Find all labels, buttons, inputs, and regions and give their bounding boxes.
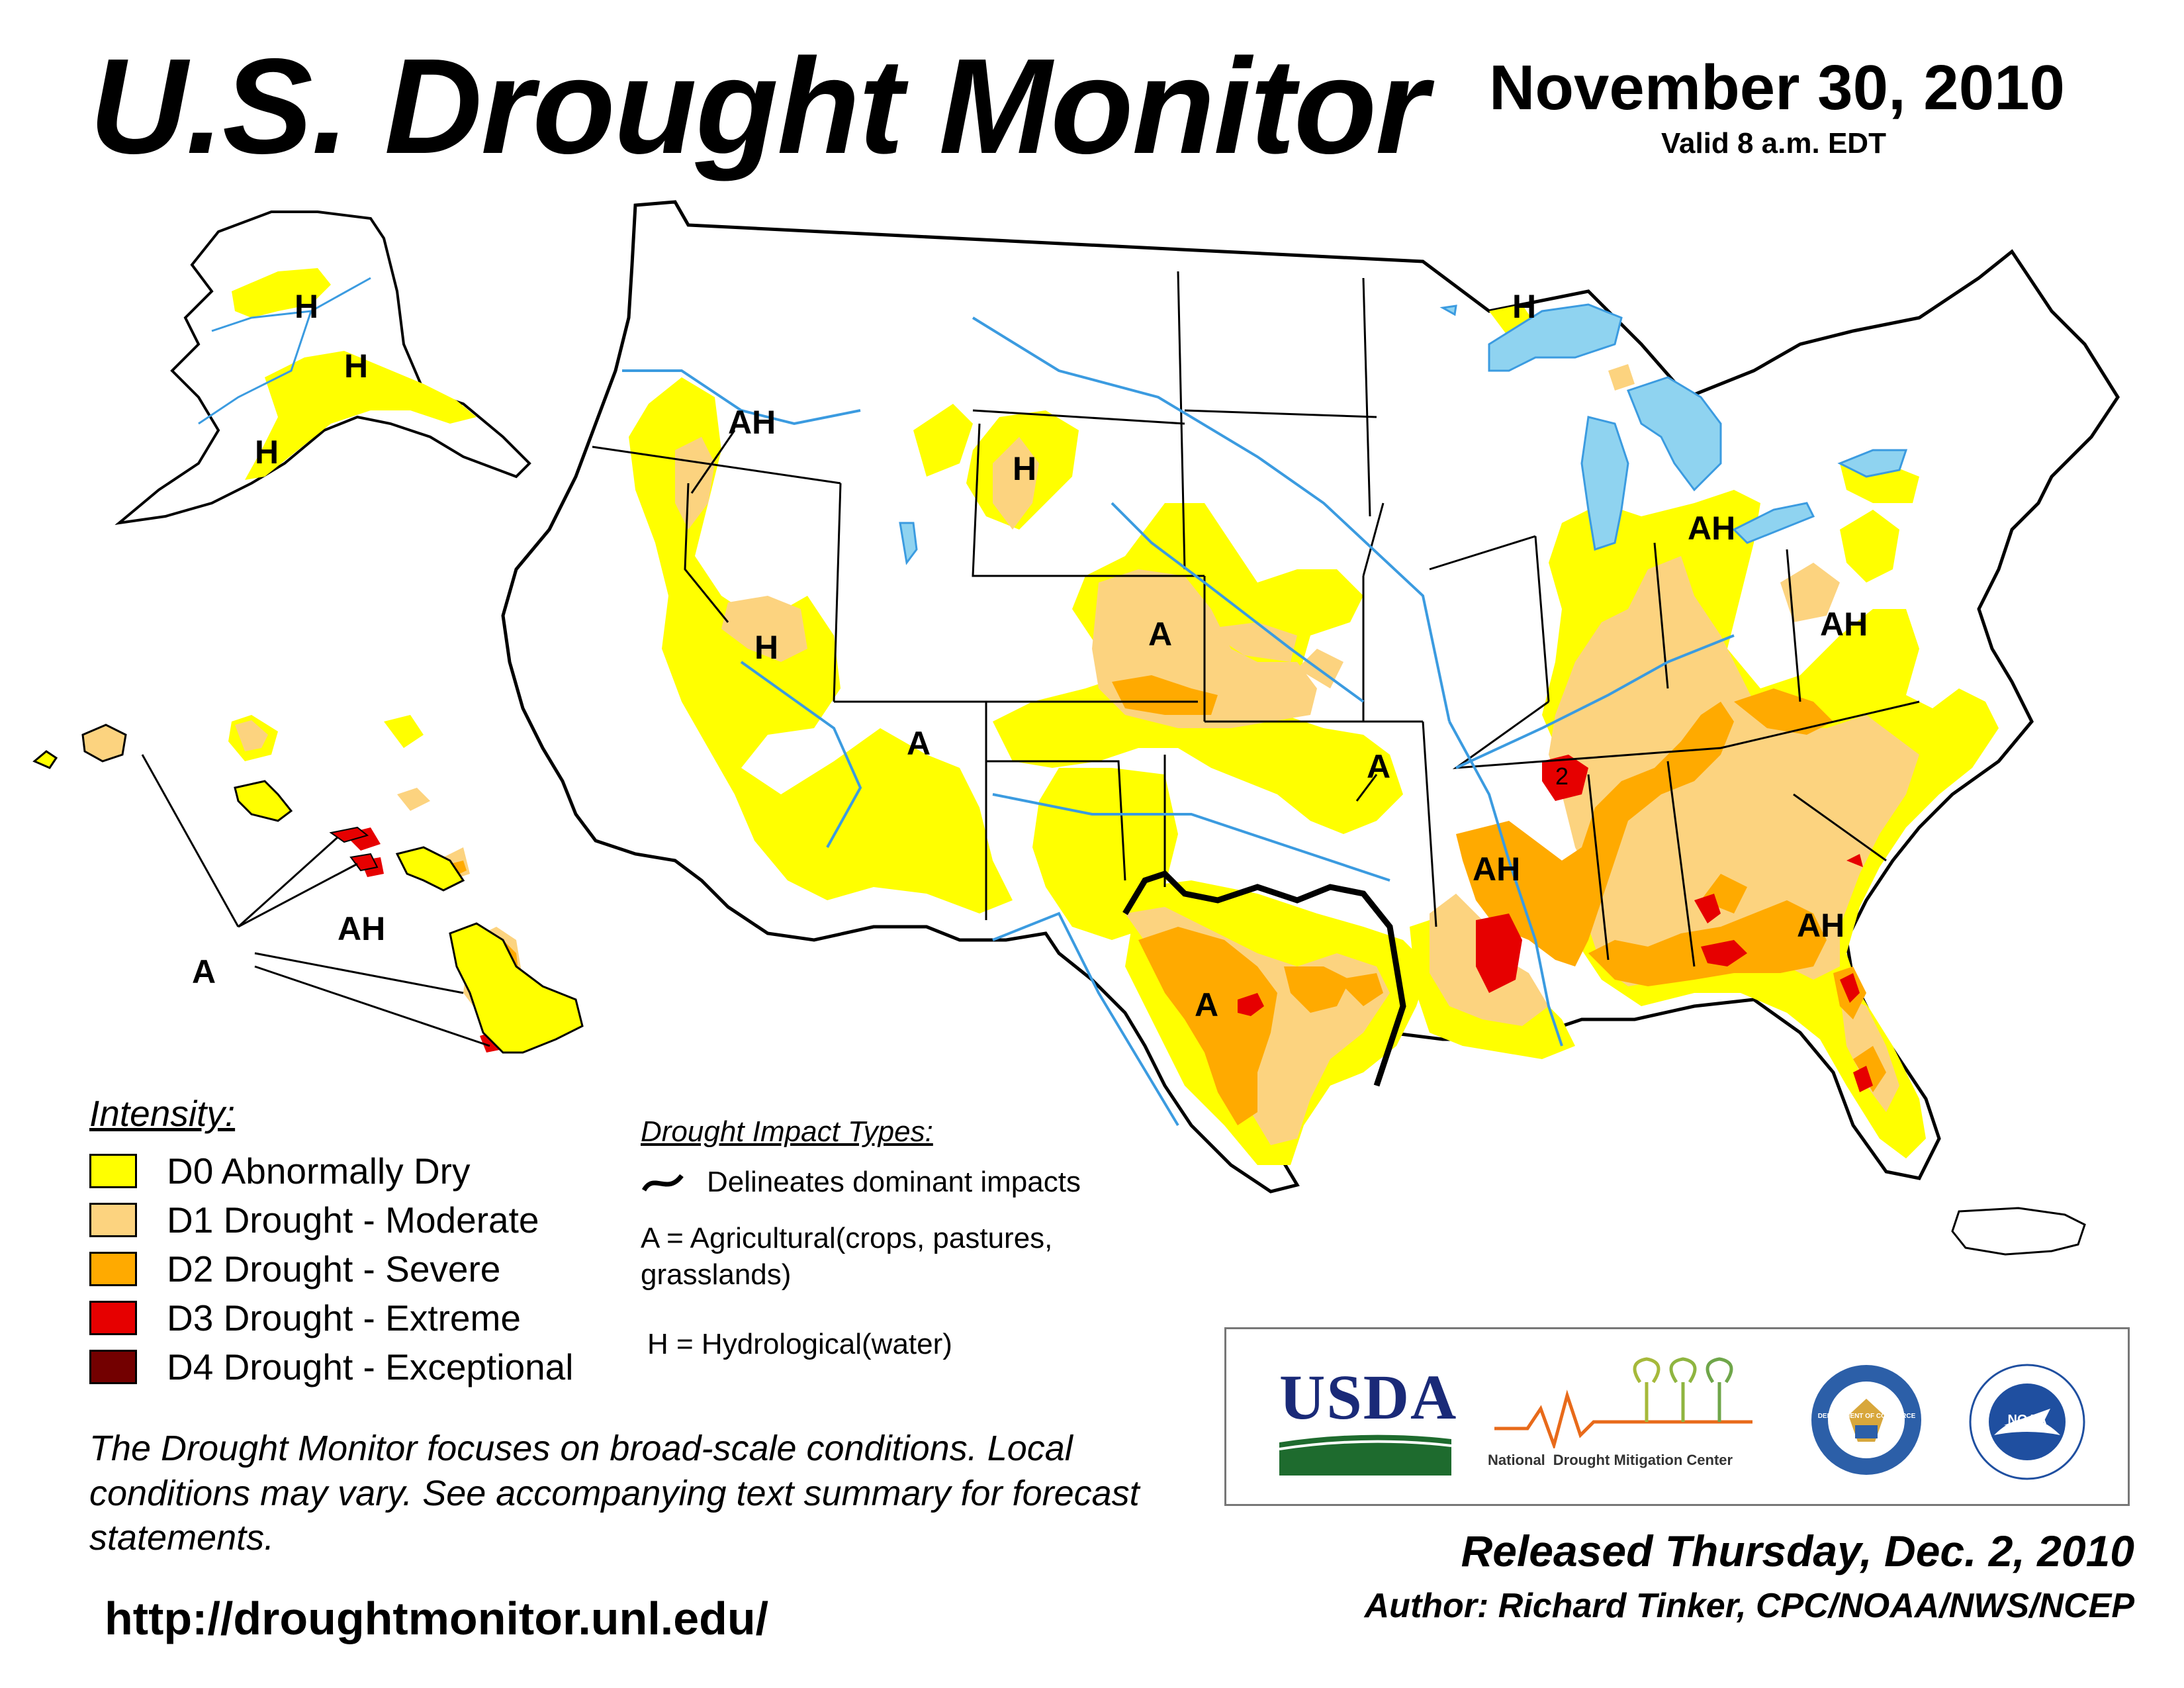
commerce-seal-icon xyxy=(1811,1365,1921,1475)
legend-item-d2: D2 Drought - Severe xyxy=(89,1244,573,1293)
legend-label-d2: D2 Drought - Severe xyxy=(167,1248,501,1289)
ndmc-tree-icon xyxy=(1494,1357,1752,1451)
agency-logos: USDA National Drought Mitigation Center … xyxy=(1224,1327,2130,1506)
delineates-row: Delineates dominant impacts xyxy=(641,1165,1170,1200)
release-date: Released Thursday, Dec. 2, 2010 xyxy=(1461,1526,2134,1575)
alaska-d0 xyxy=(232,268,477,480)
noaa-text: NOAA xyxy=(2007,1413,2047,1427)
legend-item-d0: D0 Abnormally Dry xyxy=(89,1147,573,1196)
label-oregon: AH xyxy=(728,404,776,441)
noaa-seal-icon xyxy=(1969,1364,2085,1480)
impact-line-icon xyxy=(641,1174,684,1192)
agricultural-text: A = Agricultural(crops, pastures, grassl… xyxy=(641,1221,1053,1291)
rivers xyxy=(622,316,1735,1127)
label-alaska-peninsula: H xyxy=(255,434,279,471)
legend-swatch-d3 xyxy=(89,1301,137,1335)
hawaii-callout-lines xyxy=(141,754,490,1047)
page-title: U.S. Drought Monitor xyxy=(89,30,1428,182)
label-wyoming: H xyxy=(1013,450,1036,487)
map-date: November 30, 2010 xyxy=(1489,52,2065,123)
label-west-virginia: AH xyxy=(1820,606,1868,643)
label-alaska-south: H xyxy=(344,348,368,385)
impacts-title: Drought Impact Types: xyxy=(641,1115,933,1148)
impact-boundary-texas xyxy=(1122,870,1406,1087)
great-lakes xyxy=(899,303,1908,565)
puerto-rico-outline xyxy=(1951,1207,2086,1256)
label-oklahoma: A xyxy=(1367,748,1390,785)
label-nevada: H xyxy=(754,629,778,666)
label-alaska-interior: H xyxy=(295,288,318,325)
leader-lines xyxy=(690,430,1378,802)
disclaimer: The Drought Monitor focuses on broad-sca… xyxy=(89,1429,1140,1558)
label-upper-michigan: H xyxy=(1512,288,1536,325)
label-hawaii-callout: A xyxy=(192,953,216,990)
usda-field-icon xyxy=(1279,1434,1452,1476)
legend-item-d3: D3 Drought - Extreme xyxy=(89,1293,573,1342)
hawaii-islands xyxy=(32,724,584,1054)
label-colorado: A xyxy=(1148,616,1172,653)
d3-areas xyxy=(344,755,1873,1092)
valid-time: Valid 8 a.m. EDT xyxy=(1661,127,1886,160)
noaa-seal: NOAA xyxy=(1968,1362,2087,1481)
label-tennessee: 2 xyxy=(1555,763,1569,790)
commerce-seal-text: DEPARTMENT OF COMMERCE xyxy=(1817,1413,1916,1420)
commerce-seal: DEPARTMENT OF COMMERCE xyxy=(1809,1362,1925,1478)
legend-item-d4: D4 Drought - Exceptional xyxy=(89,1342,573,1391)
label-ohio-valley: AH xyxy=(1688,510,1735,547)
alaska-rivers xyxy=(198,277,371,425)
ndmc-text-right: Drought Mitigation Center xyxy=(1553,1452,1733,1468)
ndmc-text-left: National xyxy=(1488,1452,1545,1468)
usda-logo: USDA xyxy=(1279,1366,1457,1479)
legend-swatch-d4 xyxy=(89,1350,137,1384)
label-southeast: AH xyxy=(1797,907,1844,944)
legend-label-d1: D1 Drought - Moderate xyxy=(167,1199,539,1241)
delineates-text: Delineates dominant impacts xyxy=(707,1166,1081,1198)
impact-types: Drought Impact Types: Delineates dominan… xyxy=(641,1117,1170,1362)
legend-title: Intensity: xyxy=(89,1093,236,1134)
label-texas: A xyxy=(1195,986,1218,1023)
legend-label-d4: D4 Drought - Exceptional xyxy=(167,1346,574,1387)
author: Author: Richard Tinker, CPC/NOAA/NWS/NCE… xyxy=(1364,1587,2134,1625)
legend-swatch-d2 xyxy=(89,1252,137,1286)
website-url[interactable]: http://droughtmonitor.unl.edu/ xyxy=(105,1593,769,1644)
legend-swatch-d1 xyxy=(89,1203,137,1237)
usda-text: USDA xyxy=(1279,1362,1458,1432)
legend-swatch-d0 xyxy=(89,1154,137,1188)
legend-item-d1: D1 Drought - Moderate xyxy=(89,1196,573,1244)
label-hawaii: AH xyxy=(338,910,385,947)
intensity-legend: Intensity: D0 Abnormally Dry D1 Drought … xyxy=(89,1096,573,1391)
legend-label-d0: D0 Abnormally Dry xyxy=(167,1150,471,1192)
state-borders xyxy=(592,271,1920,967)
legend-label-d3: D3 Drought - Extreme xyxy=(167,1297,521,1338)
label-lower-mississippi: AH xyxy=(1473,851,1520,888)
region-labels: H H H AH A AH H H A A A A H AH AH AH AH … xyxy=(192,288,1868,1023)
ndmc-logo: National Drought Mitigation Center xyxy=(1488,1356,1752,1481)
label-arizona: A xyxy=(907,725,931,762)
hydrological-text: H = Hydrological(water) xyxy=(647,1327,952,1360)
